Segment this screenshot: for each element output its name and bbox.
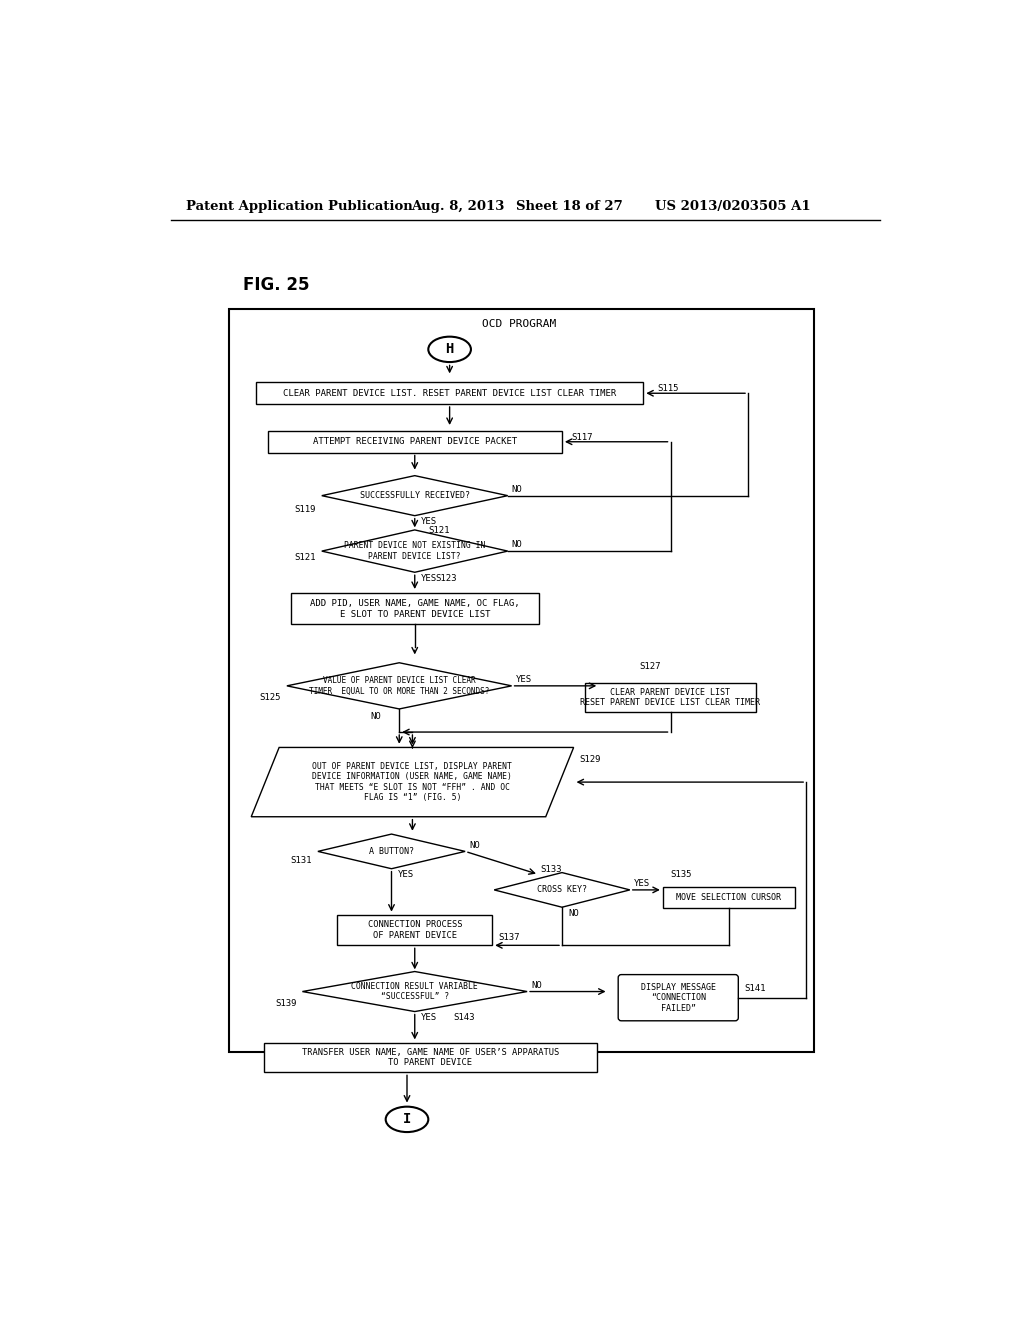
Text: Patent Application Publication: Patent Application Publication	[186, 199, 413, 213]
Text: OUT OF PARENT DEVICE LIST, DISPLAY PARENT
DEVICE INFORMATION (USER NAME, GAME NA: OUT OF PARENT DEVICE LIST, DISPLAY PAREN…	[312, 762, 512, 803]
Text: US 2013/0203505 A1: US 2013/0203505 A1	[655, 199, 811, 213]
Polygon shape	[322, 475, 508, 516]
Text: S125: S125	[259, 693, 281, 702]
Text: ATTEMPT RECEIVING PARENT DEVICE PACKET: ATTEMPT RECEIVING PARENT DEVICE PACKET	[312, 437, 517, 446]
Text: SUCCESSFULLY RECEIVED?: SUCCESSFULLY RECEIVED?	[359, 491, 470, 500]
Text: NO: NO	[469, 841, 480, 850]
Text: S115: S115	[657, 384, 679, 393]
Text: NO: NO	[568, 909, 579, 917]
Polygon shape	[495, 873, 630, 907]
Text: VALUE OF PARENT DEVICE LIST CLEAR
TIMER  EQUAL TO OR MORE THAN 2 SECONDS?: VALUE OF PARENT DEVICE LIST CLEAR TIMER …	[309, 676, 489, 696]
FancyBboxPatch shape	[618, 974, 738, 1020]
Text: NO: NO	[512, 540, 522, 549]
Text: MOVE SELECTION CURSOR: MOVE SELECTION CURSOR	[676, 894, 781, 902]
Text: YES: YES	[634, 879, 650, 888]
Text: DISPLAY MESSAGE
“CONNECTION
FAILED”: DISPLAY MESSAGE “CONNECTION FAILED”	[641, 983, 716, 1012]
Text: YES: YES	[421, 574, 437, 583]
Text: YES: YES	[397, 870, 414, 879]
Text: Aug. 8, 2013: Aug. 8, 2013	[411, 199, 504, 213]
Text: CLEAR PARENT DEVICE LIST. RESET PARENT DEVICE LIST CLEAR TIMER: CLEAR PARENT DEVICE LIST. RESET PARENT D…	[283, 389, 616, 397]
Text: S143: S143	[454, 1014, 475, 1022]
Polygon shape	[251, 747, 573, 817]
Text: CLEAR PARENT DEVICE LIST
RESET PARENT DEVICE LIST CLEAR TIMER: CLEAR PARENT DEVICE LIST RESET PARENT DE…	[581, 688, 761, 708]
Bar	[267, 430, 562, 453]
Text: I: I	[402, 1113, 412, 1126]
Text: S123: S123	[435, 574, 457, 583]
Text: ADD PID, USER NAME, GAME NAME, OC FLAG,
E SLOT TO PARENT DEVICE LIST: ADD PID, USER NAME, GAME NAME, OC FLAG, …	[310, 599, 519, 619]
Text: S121: S121	[294, 553, 315, 562]
Ellipse shape	[428, 337, 471, 362]
Text: S139: S139	[275, 999, 297, 1007]
Bar	[256, 383, 643, 404]
Polygon shape	[317, 834, 465, 869]
Text: S131: S131	[290, 857, 311, 865]
Bar	[337, 915, 493, 945]
Text: H: H	[445, 342, 454, 356]
Text: S137: S137	[499, 933, 520, 942]
Bar	[263, 1043, 597, 1072]
Text: S135: S135	[671, 870, 692, 879]
Text: YES: YES	[421, 1014, 437, 1022]
Text: NO: NO	[371, 713, 381, 721]
Text: NO: NO	[512, 484, 522, 494]
Bar	[291, 594, 539, 624]
Polygon shape	[322, 529, 508, 573]
Text: S129: S129	[579, 755, 600, 763]
Text: TRANSFER USER NAME, GAME NAME OF USER’S APPARATUS
TO PARENT DEVICE: TRANSFER USER NAME, GAME NAME OF USER’S …	[302, 1048, 559, 1068]
Text: S121: S121	[429, 525, 451, 535]
Text: S133: S133	[541, 866, 562, 874]
Text: YES: YES	[421, 517, 437, 527]
Text: YES: YES	[515, 676, 531, 684]
Bar	[228, 309, 814, 1052]
Text: A BUTTON?: A BUTTON?	[369, 847, 414, 855]
Polygon shape	[302, 972, 527, 1011]
Text: S119: S119	[294, 506, 315, 513]
Text: CROSS KEY?: CROSS KEY?	[537, 886, 587, 895]
Text: Sheet 18 of 27: Sheet 18 of 27	[515, 199, 623, 213]
Polygon shape	[287, 663, 512, 709]
Text: PARENT DEVICE NOT EXISTING IN
PARENT DEVICE LIST?: PARENT DEVICE NOT EXISTING IN PARENT DEV…	[344, 541, 485, 561]
Text: S117: S117	[571, 433, 593, 442]
Ellipse shape	[386, 1106, 428, 1133]
Bar	[663, 887, 795, 908]
Text: OCD PROGRAM: OCD PROGRAM	[482, 319, 556, 329]
Text: S127: S127	[640, 663, 662, 671]
Text: FIG. 25: FIG. 25	[243, 276, 309, 294]
Text: S141: S141	[744, 983, 766, 993]
Text: CONNECTION PROCESS
OF PARENT DEVICE: CONNECTION PROCESS OF PARENT DEVICE	[368, 920, 462, 940]
Text: CONNECTION RESULT VARIABLE
“SUCCESSFUL” ?: CONNECTION RESULT VARIABLE “SUCCESSFUL” …	[351, 982, 478, 1002]
Bar	[586, 682, 756, 711]
Text: NO: NO	[531, 981, 542, 990]
